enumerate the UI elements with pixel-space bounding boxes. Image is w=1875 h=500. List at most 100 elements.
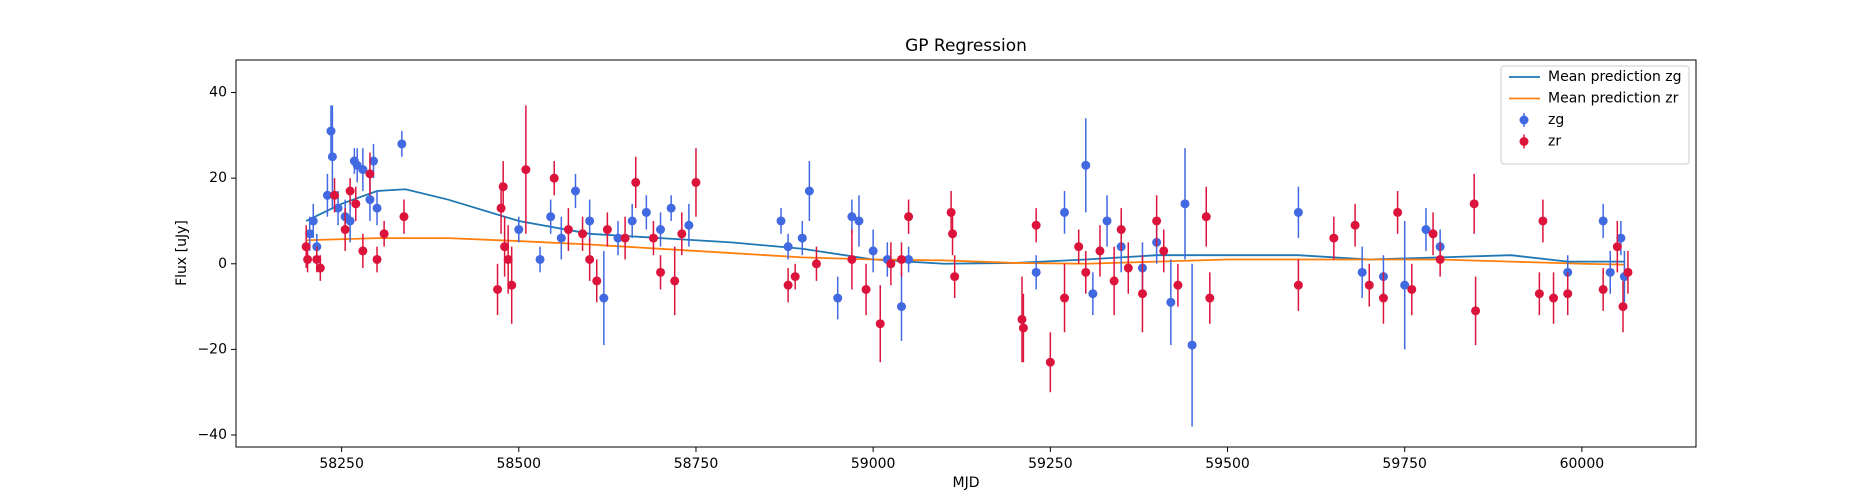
data-point <box>1393 207 1403 217</box>
data-point <box>1598 284 1608 294</box>
plot-frame <box>235 59 1697 448</box>
data-point <box>1123 263 1133 273</box>
data-point <box>847 212 857 222</box>
x-tick-label: 59000 <box>851 456 896 472</box>
data-point <box>326 126 336 136</box>
data-point <box>592 276 602 286</box>
data-point <box>1088 289 1098 299</box>
x-tick-label: 58500 <box>497 456 542 472</box>
y-tick-label: 40 <box>209 85 227 101</box>
data-point <box>684 220 694 230</box>
data-point <box>1618 302 1628 312</box>
data-point <box>602 225 612 235</box>
data-point <box>783 242 793 252</box>
data-point <box>1017 314 1027 324</box>
data-point <box>1102 216 1112 226</box>
x-tick-label: 59750 <box>1382 456 1427 472</box>
data-point <box>1293 207 1303 217</box>
data-point <box>507 280 517 290</box>
data-point <box>811 259 821 269</box>
data-point <box>854 216 864 226</box>
x-tick-label: 60000 <box>1560 456 1605 472</box>
y-axis-label: Flux [uJy] <box>174 220 190 286</box>
data-point <box>776 216 786 226</box>
data-point <box>358 246 368 256</box>
data-point <box>308 216 318 226</box>
x-tick-label: 58250 <box>319 456 364 472</box>
data-point <box>1407 284 1417 294</box>
data-point <box>1081 267 1091 277</box>
data-point <box>783 280 793 290</box>
data-point <box>875 319 885 329</box>
data-point <box>1435 254 1445 264</box>
x-tick-label: 59500 <box>1205 456 1250 472</box>
data-point <box>677 229 687 239</box>
data-point <box>790 272 800 282</box>
data-point <box>1400 280 1410 290</box>
data-point <box>1173 280 1183 290</box>
data-point <box>1180 199 1190 209</box>
data-point <box>1364 280 1374 290</box>
data-point <box>333 203 343 213</box>
data-point <box>1159 246 1169 256</box>
data-point <box>546 212 556 222</box>
data-point <box>397 139 407 149</box>
data-point <box>1081 160 1091 170</box>
data-point <box>1031 220 1041 230</box>
data-point <box>365 195 375 205</box>
data-point <box>521 165 531 175</box>
data-point <box>948 229 958 239</box>
legend-label: zg <box>1548 112 1564 128</box>
data-point <box>1421 225 1431 235</box>
data-point <box>1549 293 1559 303</box>
legend-label: Mean prediction zg <box>1548 69 1682 85</box>
data-point <box>648 233 658 243</box>
data-point <box>1563 289 1573 299</box>
data-point <box>322 190 332 200</box>
data-point <box>627 216 637 226</box>
data-point <box>514 225 524 235</box>
x-axis-label: MJD <box>953 475 980 491</box>
data-point <box>365 169 375 179</box>
data-point <box>1137 289 1147 299</box>
data-point <box>585 216 595 226</box>
data-point <box>868 246 878 256</box>
data-point <box>345 186 355 196</box>
data-point <box>833 293 843 303</box>
data-point <box>351 199 361 209</box>
data-point <box>904 254 914 264</box>
data-point <box>656 267 666 277</box>
data-point <box>1045 357 1055 367</box>
data-point <box>570 186 580 196</box>
data-point <box>946 207 956 217</box>
data-point <box>804 186 814 196</box>
mean-line <box>306 237 1625 266</box>
data-point <box>641 207 651 217</box>
data-point <box>897 254 907 264</box>
legend-label: Mean prediction zr <box>1548 91 1679 107</box>
data-point <box>613 233 623 243</box>
data-point <box>1293 280 1303 290</box>
data-point <box>1109 276 1119 286</box>
data-point <box>1605 267 1615 277</box>
data-point <box>861 284 871 294</box>
data-point <box>666 203 676 213</box>
data-point <box>372 254 382 264</box>
data-point <box>379 229 389 239</box>
data-point <box>493 284 503 294</box>
data-point <box>620 233 630 243</box>
legend-swatch <box>1519 115 1529 125</box>
data-point <box>503 254 513 264</box>
y-tick-label: 0 <box>218 256 227 272</box>
data-point <box>1538 216 1548 226</box>
data-point <box>886 259 896 269</box>
legend-box <box>1500 65 1690 165</box>
data-point <box>312 254 322 264</box>
x-tick-label: 59250 <box>1028 456 1073 472</box>
data-point <box>1329 233 1339 243</box>
data-point <box>372 203 382 213</box>
y-tick-label: −20 <box>197 341 227 357</box>
data-point <box>1534 289 1544 299</box>
data-point <box>1187 340 1197 350</box>
data-point <box>1205 293 1215 303</box>
